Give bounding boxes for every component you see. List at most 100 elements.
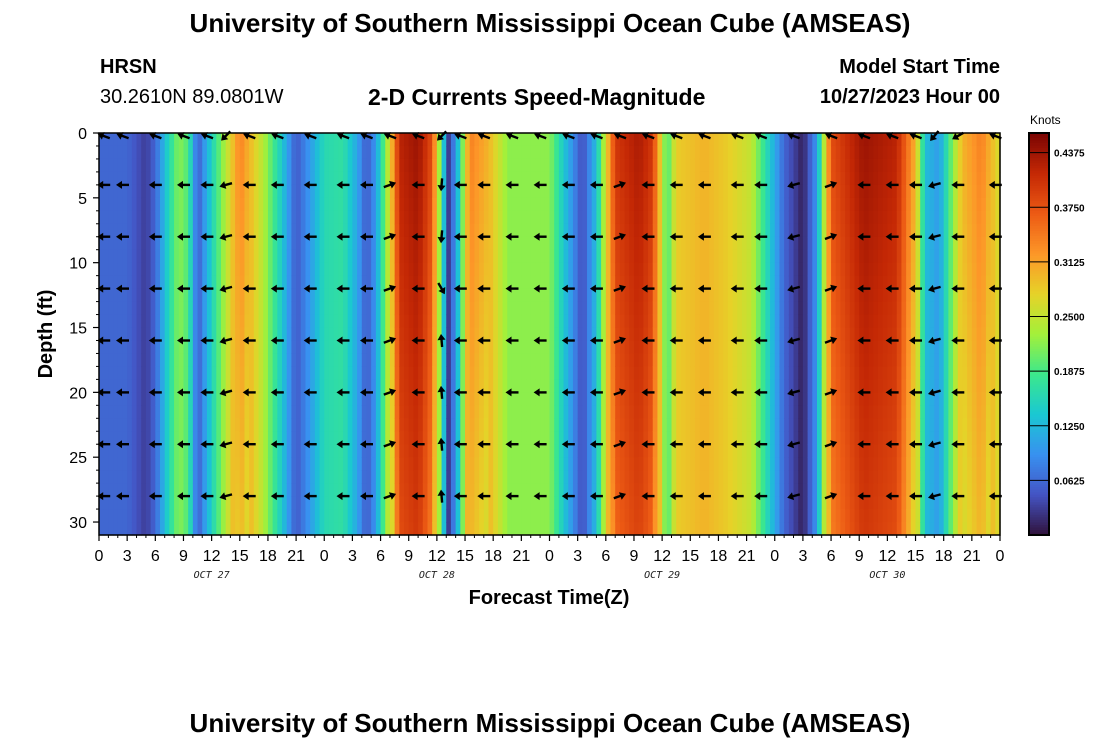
heat-cell: [690, 470, 696, 484]
heat-cell: [807, 133, 813, 147]
heat-cell: [638, 145, 644, 160]
heat-cell: [216, 197, 222, 212]
heat-cell: [779, 366, 785, 380]
heat-cell: [493, 184, 499, 199]
heat-cell: [755, 249, 762, 264]
heat-cell: [460, 210, 466, 225]
heat-cell: [235, 327, 241, 342]
heat-cell: [253, 470, 260, 484]
heat-cell: [183, 431, 189, 445]
heat-cell: [741, 301, 748, 316]
heat-cell: [296, 171, 302, 186]
heat-cell: [826, 275, 832, 290]
heat-cell: [690, 418, 696, 432]
heat-cell: [727, 223, 734, 238]
heat-cell: [544, 405, 551, 419]
heat-cell: [596, 314, 602, 329]
heat-cell: [694, 171, 701, 186]
heat-cell: [554, 470, 560, 484]
heat-cell: [202, 327, 208, 342]
heat-cell: [812, 158, 818, 173]
heat-cell: [328, 145, 335, 160]
heat-cell: [591, 275, 598, 290]
heat-cell: [615, 431, 621, 445]
heat-cell: [648, 366, 654, 380]
heat-cell: [563, 405, 569, 419]
heat-cell: [549, 522, 555, 536]
heat-cell: [718, 483, 724, 497]
heat-cell: [652, 470, 659, 484]
heat-cell: [568, 444, 574, 458]
heat-cell: [483, 457, 490, 471]
heat-cell: [225, 158, 231, 173]
heat-cell: [216, 522, 222, 536]
heat-cell: [816, 171, 823, 186]
heat-cell: [343, 444, 349, 458]
heat-cell: [469, 418, 476, 432]
heat-cell: [784, 275, 790, 290]
heat-cell: [291, 340, 297, 355]
heat-cell: [746, 353, 752, 368]
heat-cell: [197, 249, 203, 264]
heat-cell: [526, 327, 532, 342]
heat-cell: [99, 431, 105, 445]
heat-cell: [103, 301, 109, 316]
heat-cell: [282, 457, 288, 471]
heat-cell: [479, 158, 485, 173]
heat-cell: [831, 197, 837, 212]
heat-cell: [737, 483, 743, 497]
heat-cell: [178, 275, 185, 290]
heat-cell: [211, 379, 217, 393]
heat-cell: [690, 314, 696, 329]
heat-cell: [450, 340, 457, 355]
heat-cell: [188, 275, 194, 290]
heat-cell: [558, 249, 565, 264]
heat-cell: [239, 353, 246, 368]
heat-cell: [521, 483, 527, 497]
heat-cell: [178, 366, 185, 380]
heat-cell: [460, 314, 466, 329]
heat-cell: [375, 379, 382, 393]
heat-cell: [394, 262, 400, 277]
heat-cell: [408, 275, 415, 290]
heat-cell: [812, 470, 818, 484]
heat-cell: [530, 314, 537, 329]
heat-cell: [324, 457, 330, 471]
heat-cell: [122, 483, 128, 497]
heat-cell: [408, 457, 415, 471]
heat-cell: [319, 145, 325, 160]
heat-cell: [192, 236, 199, 251]
heat-cell: [709, 314, 715, 329]
heat-cell: [802, 262, 809, 277]
heat-cell: [802, 392, 809, 406]
heat-cell: [671, 366, 677, 380]
heat-cell: [366, 249, 372, 264]
heat-cell: [446, 171, 452, 186]
heat-cell: [615, 171, 621, 186]
heat-cell: [145, 340, 152, 355]
heat-cell: [239, 405, 246, 419]
heat-cell: [816, 483, 823, 497]
heat-cell: [568, 184, 574, 199]
heat-cell: [793, 262, 799, 277]
heat-cell: [540, 483, 546, 497]
heat-cell: [713, 496, 720, 510]
heat-cell: [352, 340, 358, 355]
heat-cell: [221, 262, 227, 277]
heat-cell: [648, 210, 654, 225]
heat-cell: [760, 327, 766, 342]
heat-cell: [131, 210, 138, 225]
heat-cell: [352, 431, 358, 445]
heat-cell: [615, 133, 621, 147]
heat-cell: [174, 133, 180, 147]
heat-cell: [572, 314, 579, 329]
heat-cell: [821, 171, 827, 186]
heat-cell: [840, 444, 846, 458]
heat-cell: [188, 223, 194, 238]
heat-cell: [516, 133, 522, 147]
heat-cell: [638, 418, 644, 432]
heat-cell: [465, 418, 471, 432]
heat-cell: [235, 509, 241, 523]
heat-cell: [267, 158, 274, 173]
heat-cell: [450, 392, 457, 406]
